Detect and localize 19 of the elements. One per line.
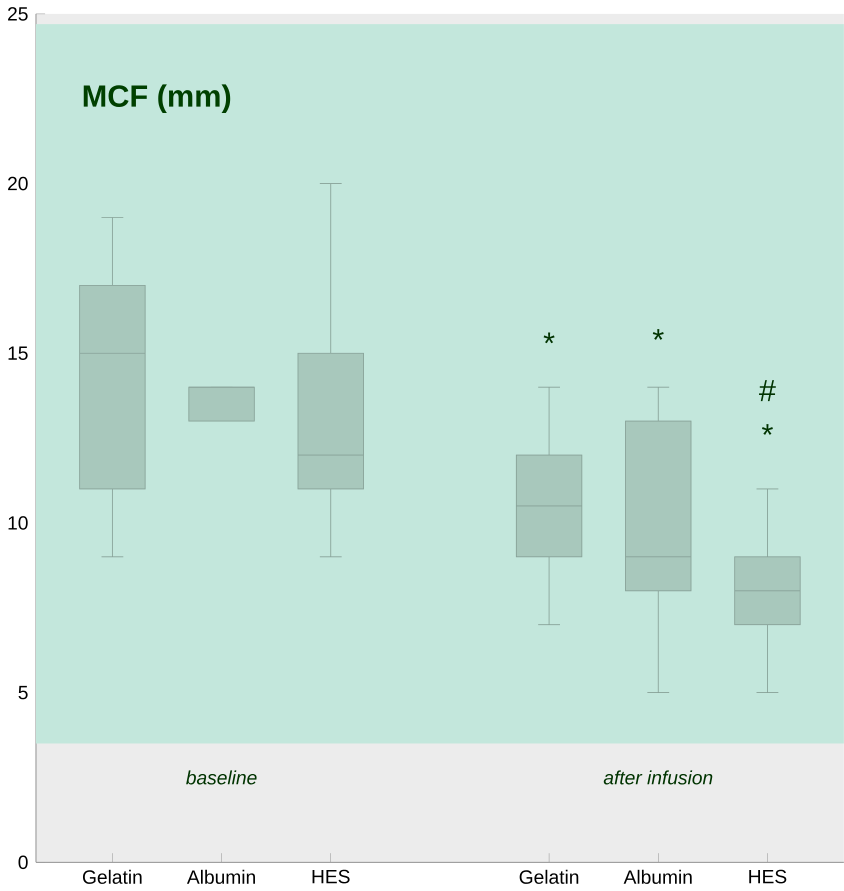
x-tick-label: HES: [749, 870, 786, 884]
annotation: *: [652, 329, 664, 340]
y-tick-label: 0: [18, 855, 28, 870]
x-tick-label: HES: [312, 870, 350, 884]
annotation: after infusion: [604, 770, 712, 784]
y-tick-label: 5: [18, 686, 28, 700]
y-tick-label: 15: [8, 346, 28, 360]
x-tick-label: Gelatin: [82, 870, 142, 884]
annotation: *: [543, 332, 554, 344]
annotation: *: [762, 424, 773, 435]
x-tick-label: Gelatin: [520, 870, 578, 884]
annotation: baseline: [186, 770, 256, 784]
x-tick-label: Albumin: [624, 870, 692, 884]
x-tick-label: Albumin: [186, 870, 255, 884]
y-tick-label: 10: [8, 516, 28, 530]
y-tick-label: 25: [8, 7, 28, 21]
annotation: #: [758, 380, 776, 402]
text: MCF (mm): [84, 84, 230, 114]
y-tick-label: 20: [8, 176, 28, 190]
